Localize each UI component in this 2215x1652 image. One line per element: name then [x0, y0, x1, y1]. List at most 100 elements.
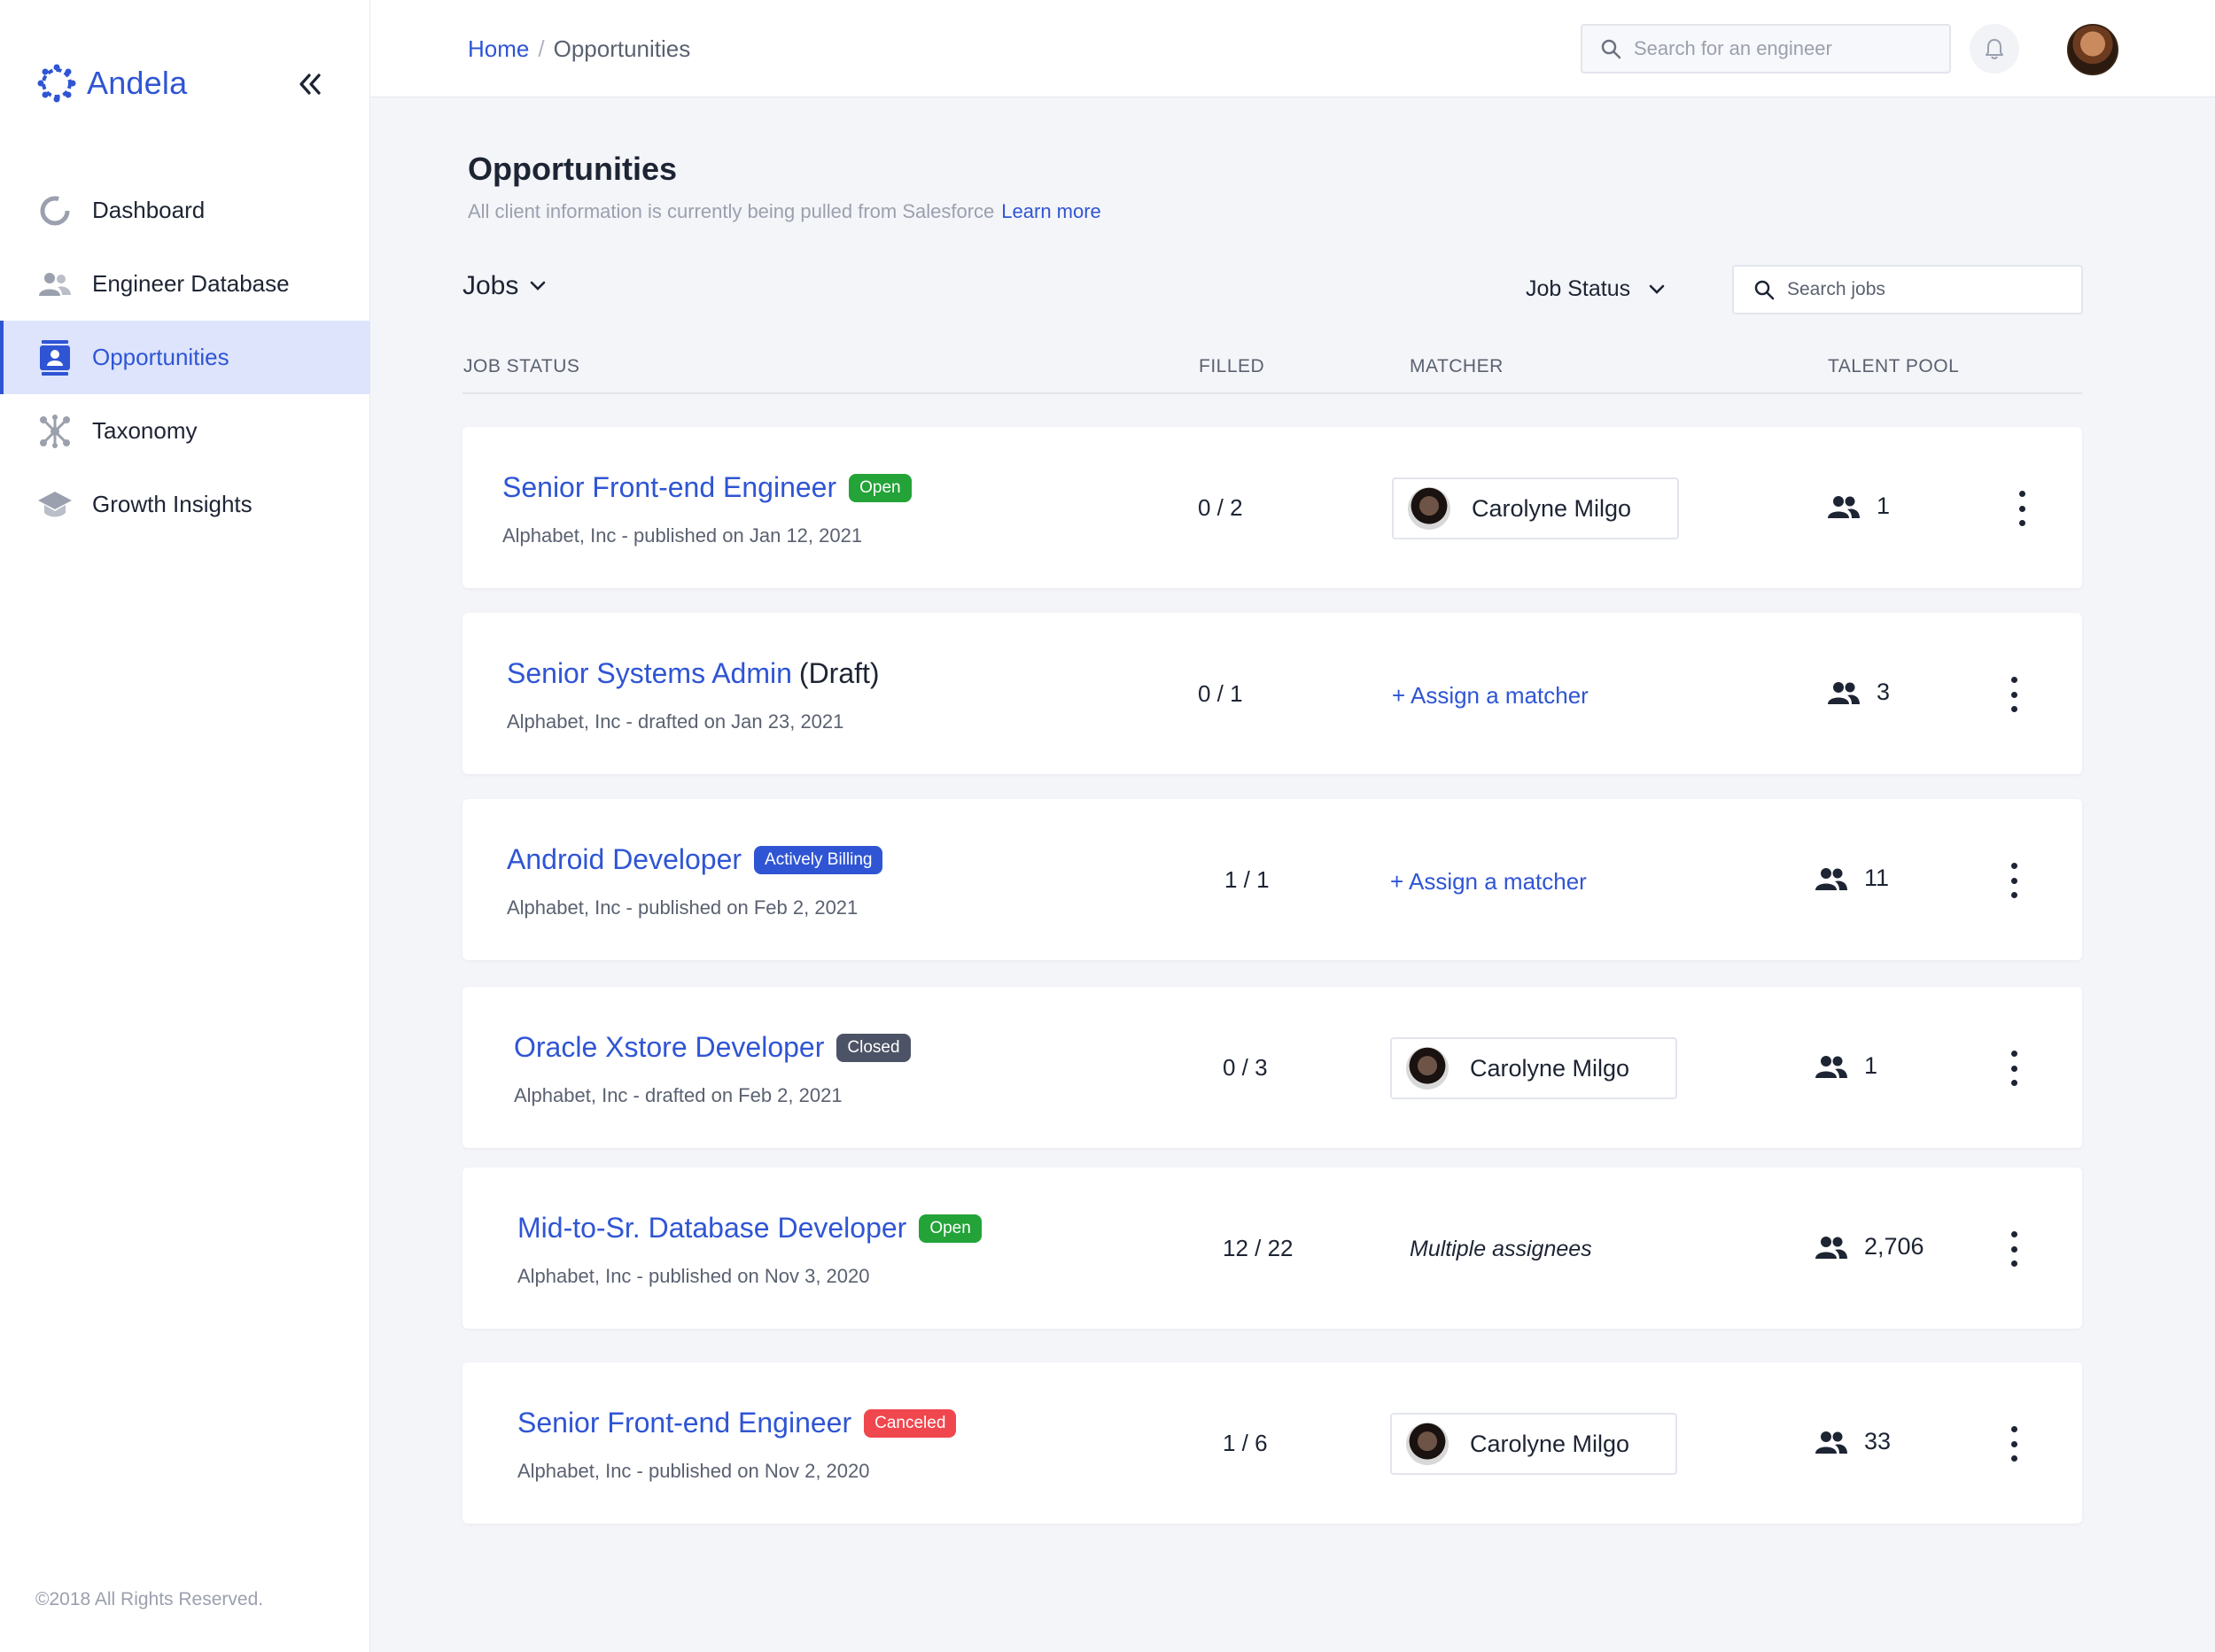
brand-name: Andela: [87, 65, 188, 101]
job-card: Senior Systems Admin (Draft) Alphabet, I…: [462, 613, 2082, 774]
job-search-box[interactable]: [1732, 265, 2083, 314]
chevron-down-icon: [1648, 283, 1666, 296]
user-avatar[interactable]: [2067, 24, 2118, 75]
search-icon: [1601, 39, 1621, 59]
matcher-chip[interactable]: Carolyne Milgo: [1392, 477, 1679, 539]
job-title-link[interactable]: Mid-to-Sr. Database Developer: [517, 1212, 907, 1244]
job-card: Android Developer Actively Billing Alpha…: [462, 799, 2082, 960]
filled-count: 0 / 2: [1198, 494, 1243, 521]
matcher-name: Carolyne Milgo: [1470, 1430, 1630, 1457]
andela-logo[interactable]: Andela: [35, 62, 187, 105]
column-header-job-status: JOB STATUS: [463, 356, 580, 376]
filled-count: 1 / 6: [1223, 1430, 1268, 1456]
sidebar-item-taxonomy[interactable]: Taxonomy: [0, 394, 370, 468]
matcher-chip[interactable]: Carolyne Milgo: [1390, 1037, 1677, 1099]
top-bar: Home / Opportunities: [370, 0, 2215, 97]
talent-pool[interactable]: 33: [1815, 1428, 1891, 1455]
chevron-down-icon: [529, 280, 547, 292]
copyright-text: ©2018 All Rights Reserved.: [35, 1589, 264, 1609]
sidebar-item-growth-insights[interactable]: Growth Insights: [0, 468, 370, 541]
matcher-chip[interactable]: Carolyne Milgo: [1390, 1413, 1677, 1475]
job-status-dropdown[interactable]: Job Status: [1526, 276, 1666, 302]
job-title-link[interactable]: Oracle Xstore Developer: [514, 1031, 825, 1063]
people-icon: [37, 267, 73, 302]
job-title-link[interactable]: Senior Systems Admin: [507, 657, 792, 689]
talent-pool[interactable]: 1: [1827, 492, 1890, 520]
filled-count: 12 / 22: [1223, 1235, 1294, 1261]
more-options-button[interactable]: [2009, 1051, 2019, 1086]
more-options-button[interactable]: [2009, 1426, 2019, 1462]
job-title-link[interactable]: Senior Front-end Engineer: [502, 471, 837, 503]
matcher-name: Carolyne Milgo: [1470, 1054, 1630, 1082]
talent-pool-count: 11: [1864, 865, 1890, 891]
bell-icon: [1986, 39, 2003, 59]
dashboard-ring-icon: [37, 193, 73, 229]
talent-pool-count: 2,706: [1864, 1233, 1924, 1260]
more-options-button[interactable]: [2009, 1231, 2019, 1267]
breadcrumb-current: Opportunities: [553, 35, 691, 62]
breadcrumb-home-link[interactable]: Home: [468, 35, 530, 62]
job-meta: Alphabet, Inc - published on Jan 12, 202…: [502, 524, 863, 547]
collapse-sidebar-button[interactable]: [297, 69, 323, 105]
draft-suffix: (Draft): [798, 657, 880, 689]
talent-pool[interactable]: 1: [1815, 1052, 1877, 1080]
search-icon: [1754, 280, 1775, 300]
multiple-assignees-text[interactable]: Multiple assignees: [1410, 1237, 1592, 1261]
talent-pool[interactable]: 11: [1815, 865, 1889, 892]
sidebar-item-dashboard[interactable]: Dashboard: [0, 174, 370, 247]
breadcrumb: Home / Opportunities: [468, 35, 690, 63]
status-badge: Open: [849, 473, 912, 502]
sidebar-item-label: Dashboard: [92, 197, 206, 223]
notifications-button[interactable]: [1970, 24, 2019, 74]
sidebar-nav: Dashboard Engineer Database Opportunitie…: [0, 174, 370, 541]
matcher-avatar: [1408, 487, 1450, 530]
people-icon: [1827, 494, 1861, 519]
header-divider: [462, 392, 2082, 394]
more-options-button[interactable]: [2017, 491, 2027, 526]
job-card: Mid-to-Sr. Database Developer Open Alpha…: [462, 1167, 2082, 1329]
jobs-dropdown[interactable]: Jobs: [462, 271, 547, 301]
talent-pool[interactable]: 3: [1827, 679, 1890, 706]
job-card: Senior Front-end Engineer Open Alphabet,…: [462, 427, 2082, 588]
sidebar-item-label: Taxonomy: [92, 417, 198, 444]
column-header-talent-pool: TALENT POOL: [1828, 356, 1960, 376]
job-title-link[interactable]: Senior Front-end Engineer: [517, 1407, 852, 1439]
talent-pool-count: 33: [1864, 1428, 1892, 1454]
sidebar-item-engineer-database[interactable]: Engineer Database: [0, 247, 370, 321]
filled-count: 0 / 1: [1198, 680, 1243, 707]
page-title: Opportunities: [468, 151, 677, 187]
jobs-dropdown-label: Jobs: [462, 271, 519, 300]
matcher-avatar: [1406, 1047, 1449, 1090]
subtitle-text: All client information is currently bein…: [468, 200, 995, 222]
sidebar-item-label: Opportunities: [92, 344, 229, 370]
talent-pool[interactable]: 2,706: [1815, 1233, 1924, 1260]
people-icon: [1815, 1430, 1848, 1454]
engineer-search-box[interactable]: [1581, 24, 1951, 74]
job-meta: Alphabet, Inc - drafted on Jan 23, 2021: [507, 710, 844, 733]
engineer-search-input[interactable]: [1634, 37, 1917, 60]
more-options-button[interactable]: [2009, 677, 2019, 712]
status-badge: Actively Billing: [754, 845, 883, 874]
breadcrumb-separator: /: [538, 35, 545, 62]
status-badge: Canceled: [864, 1408, 957, 1438]
assign-matcher-link[interactable]: + Assign a matcher: [1390, 868, 1587, 895]
matcher-avatar: [1406, 1423, 1449, 1465]
filled-count: 1 / 1: [1224, 866, 1270, 893]
job-status-dropdown-label: Job Status: [1526, 276, 1631, 301]
learn-more-link[interactable]: Learn more: [1001, 200, 1101, 222]
more-options-button[interactable]: [2009, 863, 2019, 898]
matcher-name: Carolyne Milgo: [1472, 494, 1632, 522]
talent-pool-count: 1: [1877, 492, 1891, 519]
job-search-input[interactable]: [1787, 279, 2071, 300]
job-title-link[interactable]: Android Developer: [507, 843, 742, 875]
sidebar-item-label: Growth Insights: [92, 491, 253, 517]
column-header-matcher: MATCHER: [1410, 356, 1504, 376]
double-chevron-left-icon: [299, 74, 321, 95]
job-card: Oracle Xstore Developer Closed Alphabet,…: [462, 987, 2082, 1148]
sidebar-item-opportunities[interactable]: Opportunities: [0, 321, 370, 394]
andela-logo-icon: [37, 64, 76, 103]
assign-matcher-link[interactable]: + Assign a matcher: [1392, 682, 1589, 709]
status-badge: Closed: [836, 1033, 911, 1062]
column-header-filled: FILLED: [1199, 356, 1265, 376]
job-meta: Alphabet, Inc - published on Nov 2, 2020: [517, 1460, 870, 1482]
